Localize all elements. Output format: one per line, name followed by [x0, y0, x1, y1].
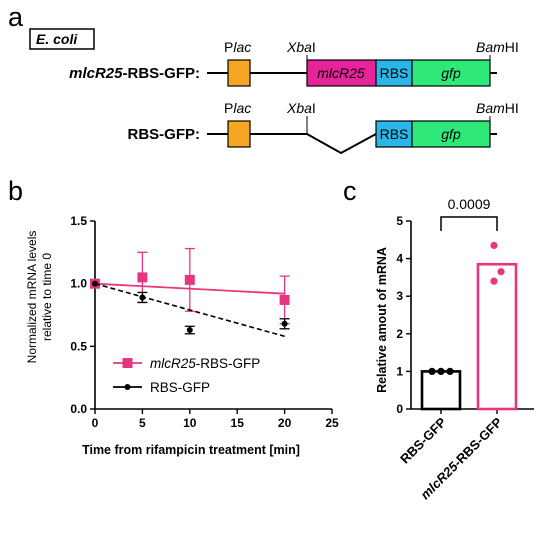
c-point — [428, 367, 436, 375]
panel-a: a E. coli mlcR25-RBS-GFP: Plac XbaI mlcR… — [8, 2, 519, 155]
b-point — [139, 294, 146, 301]
c-point — [497, 268, 505, 276]
panel-b-ylabel: Normalized mRNA levelsrelative to time 0 — [25, 231, 54, 364]
gfp-box-2 — [411, 120, 491, 148]
bam-site-1: BamHI — [476, 39, 519, 55]
b-x-tick-label: 5 — [139, 416, 146, 430]
panel-b-letter: b — [8, 176, 23, 206]
rbs-box-2-label: RBS — [380, 126, 409, 142]
b-fit-line-1 — [94, 282, 285, 338]
b-point — [137, 272, 148, 283]
promoter1-box — [227, 59, 251, 87]
panel-c-ylabel: Relative amout of mRNA — [375, 247, 389, 393]
b-legend-label: RBS-GFP — [150, 380, 210, 395]
c-y-tick-label: 4 — [396, 252, 403, 266]
c-point — [446, 367, 454, 375]
c-y-tick-label: 1 — [396, 364, 403, 378]
rbs-box-1-label: RBS — [380, 65, 409, 81]
b-legend-label-rest: -RBS-GFP — [196, 356, 261, 371]
b-x-tick-label: 25 — [325, 416, 339, 430]
b-y-tick-label: 0.5 — [70, 339, 87, 353]
c-y-tick-label: 3 — [396, 289, 403, 303]
c-p-value: 0.0009 — [448, 196, 491, 212]
c-category-label-italic: mlcR25 — [417, 458, 461, 502]
c-point — [490, 277, 498, 285]
b-point — [184, 274, 195, 285]
panel-b-axes: 0.0 0.5 1.0 1.5 0 5 10 15 20 25 — [70, 214, 339, 430]
c-point — [490, 241, 498, 250]
construct2-label: RBS-GFP: — [128, 126, 201, 143]
b-x-tick-label: 15 — [231, 416, 245, 430]
c-bar-0 — [420, 370, 462, 411]
c-category-label-rest: RBS-GFP — [397, 414, 449, 466]
panel-b: b Normalized mRNA levelsrelative to time… — [8, 176, 339, 457]
b-point — [92, 280, 98, 287]
mlcr25-box-label: mlcR25 — [317, 65, 365, 81]
xba-site-2: XbaI — [286, 100, 316, 116]
promoter2-box — [227, 120, 251, 148]
c-category-label: RBS-GFP — [397, 414, 449, 466]
b-legend-label-rest: RBS-GFP — [150, 380, 210, 395]
panel-b-marks — [90, 247, 290, 338]
panel-b-ylabel-line2: relative to time 0 — [40, 253, 54, 341]
promoter2-label: Plac — [224, 100, 251, 116]
panel-b-xlabel: Time from rifampicin treatment [min] — [82, 443, 300, 457]
c-y-tick-label: 5 — [396, 214, 403, 228]
gfp-box-1-label: gfp — [441, 65, 461, 81]
organism-box — [29, 28, 95, 50]
bam-site-2: BamHI — [476, 100, 519, 116]
gfp-box-2-label: gfp — [441, 126, 461, 142]
b-point — [186, 327, 193, 334]
xba-site-1: XbaI — [286, 39, 316, 55]
organism-label: E. coli — [36, 31, 78, 47]
panel-c-axes: 0 1 2 3 4 5 — [396, 214, 534, 416]
b-legend-label-italic: mlcR25 — [150, 356, 196, 371]
panel-c-letter: c — [343, 176, 357, 206]
b-y-tick-label: 1.5 — [70, 214, 87, 228]
panel-a-letter: a — [8, 2, 24, 32]
promoter1-label: Plac — [224, 39, 251, 55]
c-category-label-rest: -RBS-GFP — [450, 414, 505, 469]
b-point — [281, 320, 288, 327]
c-bar-1 — [476, 262, 518, 411]
b-x-tick-label: 10 — [183, 416, 197, 430]
b-x-tick-label: 20 — [278, 416, 292, 430]
c-y-tick-label: 2 — [396, 327, 403, 341]
c-sig-bracket — [440, 216, 498, 231]
b-y-tick-label: 0.0 — [70, 402, 87, 416]
b-series-0 — [90, 247, 290, 325]
b-legend-label: mlcR25-RBS-GFP — [150, 356, 260, 371]
b-legend-marker — [122, 358, 133, 368]
gfp-box-1 — [411, 59, 491, 87]
b-series-1 — [92, 280, 290, 338]
c-point — [437, 367, 445, 375]
b-x-tick-label: 0 — [92, 416, 99, 430]
panel-b-ylabel-line1: Normalized mRNA levels — [25, 231, 39, 364]
panel-b-legend: mlcR25-RBS-GFP RBS-GFP — [113, 356, 260, 395]
construct1-label: mlcR25-RBS-GFP: — [69, 65, 200, 82]
b-point — [279, 294, 290, 305]
b-y-tick-label: 1.0 — [70, 277, 87, 291]
c-y-tick-label: 0 — [396, 402, 403, 416]
panel-c: c Relative amout of mRNA 0 1 2 3 4 5 RBS-GFPm… — [343, 176, 534, 502]
b-legend-marker — [124, 384, 131, 390]
